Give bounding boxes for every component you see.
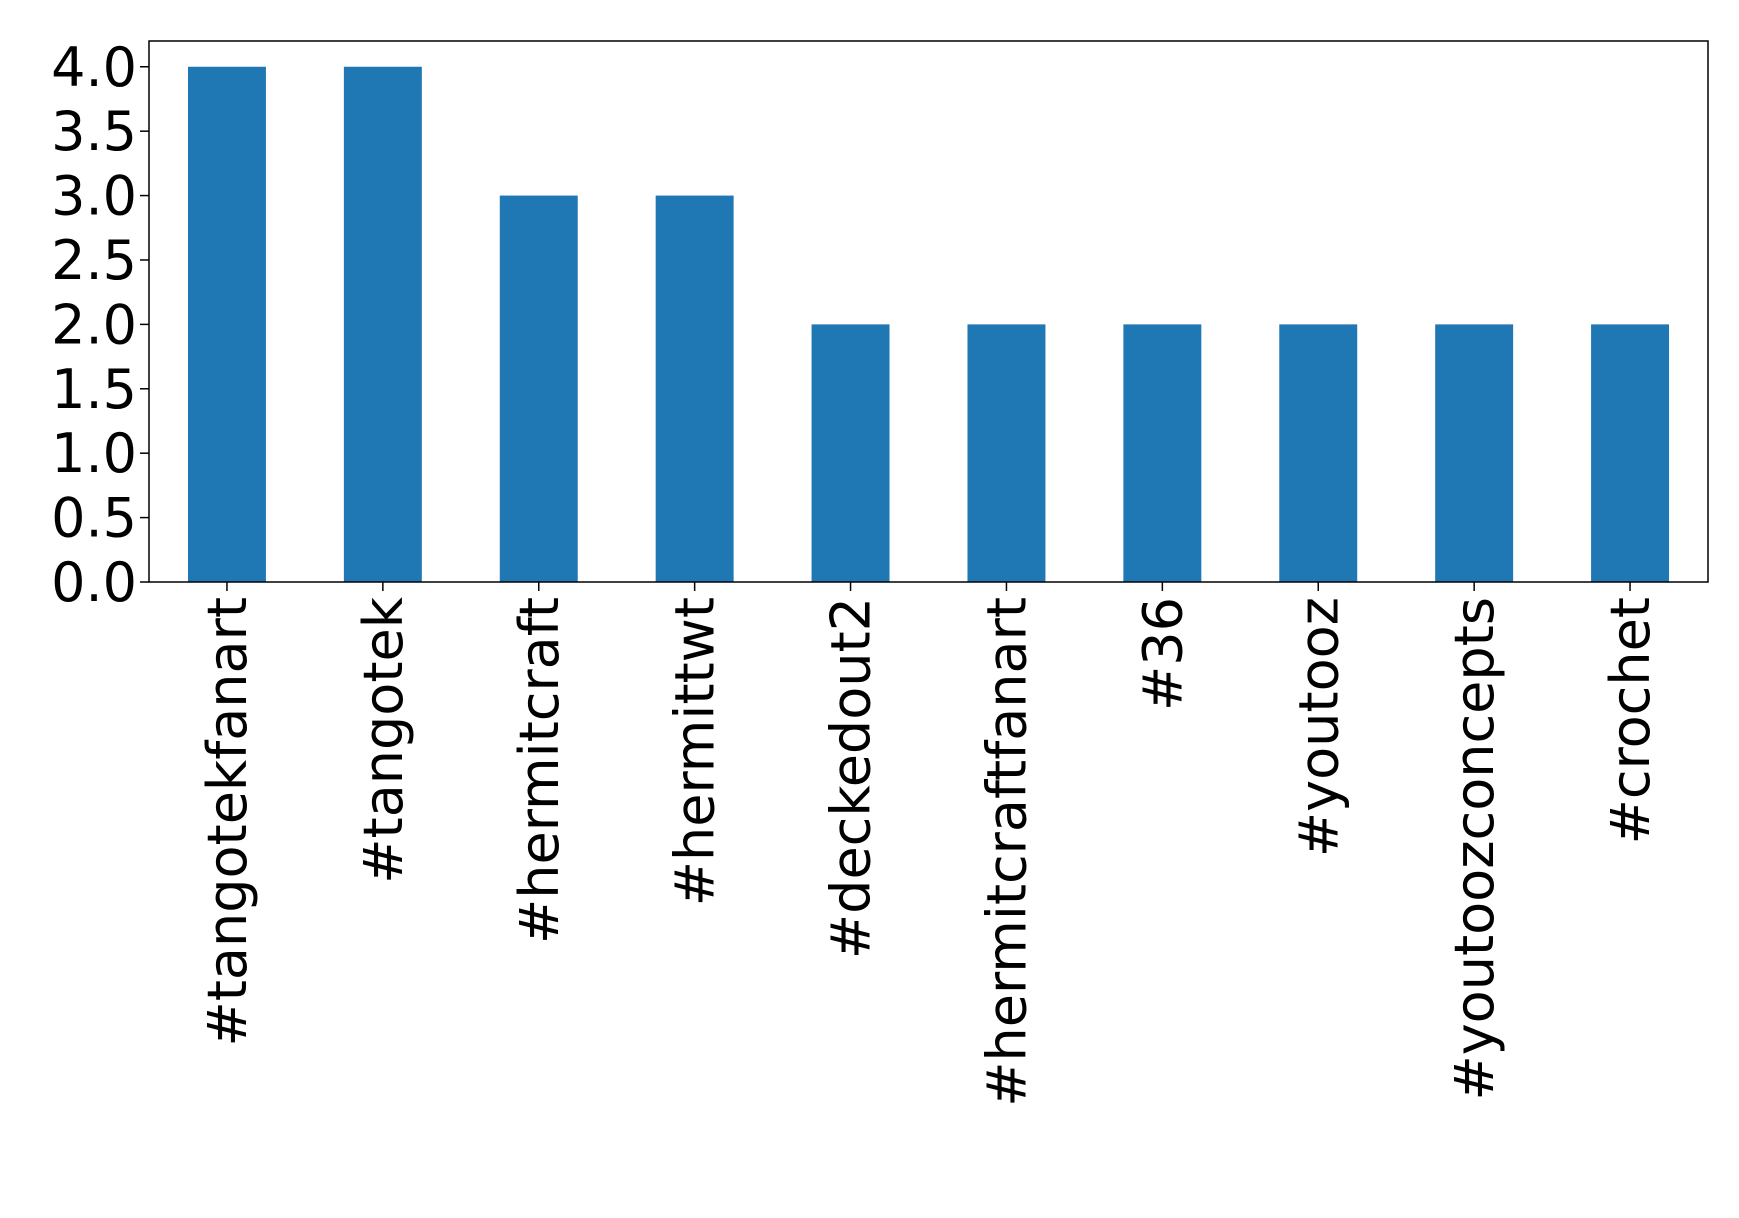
- x-tick-label: #hermitcraft: [508, 597, 571, 944]
- y-tick-label: 2.0: [51, 293, 137, 356]
- y-tick-label: 2.5: [51, 229, 137, 292]
- bar: [499, 195, 578, 583]
- y-tick-label: 0.5: [51, 487, 137, 550]
- y-tick-label: 3.0: [51, 165, 137, 228]
- bar: [187, 66, 266, 582]
- x-tick-label: #youtooz: [1287, 597, 1350, 857]
- x-tick-label: #tangotek: [352, 596, 415, 883]
- y-tick-label: 4.0: [51, 36, 137, 99]
- plot-frame: [148, 40, 1709, 583]
- bar: [343, 66, 422, 582]
- y-tick-label: 3.5: [51, 100, 137, 163]
- x-tick-label: #hermitcraftfanart: [975, 597, 1038, 1107]
- bar: [1123, 324, 1202, 582]
- x-tick-label: #youtoozconcepts: [1443, 597, 1506, 1101]
- x-tick-label: #tangotekfanart: [196, 597, 259, 1047]
- y-tick-label: 0.0: [51, 551, 137, 614]
- y-tick-label: 1.5: [51, 358, 137, 421]
- bar: [655, 195, 734, 583]
- bar: [1279, 324, 1358, 582]
- bar: [1435, 324, 1514, 582]
- x-tick-label: #crochet: [1599, 597, 1662, 844]
- y-tick-label: 1.0: [51, 422, 137, 485]
- x-tick-label: #hermittwt: [664, 597, 727, 906]
- bar: [967, 324, 1046, 582]
- x-tick-label: #36: [1131, 597, 1194, 711]
- x-tick-label: #deckedout2: [820, 597, 883, 959]
- bar: [1591, 324, 1670, 582]
- bar: [811, 324, 890, 582]
